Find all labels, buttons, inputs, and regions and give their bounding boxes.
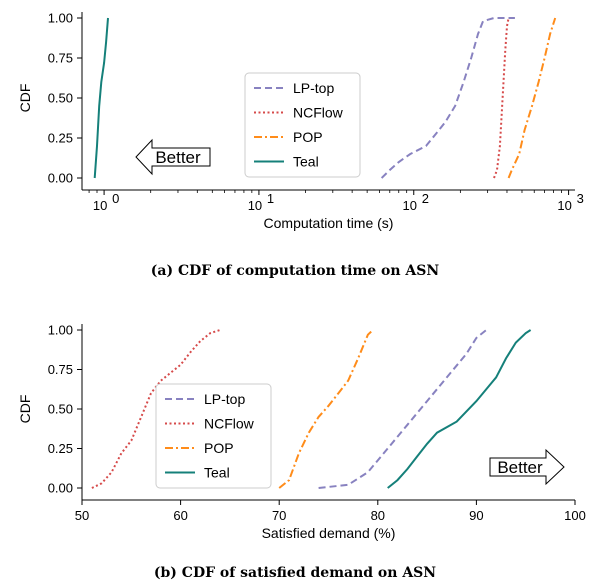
x-tick-label-exponent: 3 [577, 191, 584, 206]
chart-a: 0.00 0.25 0.50 0.75 1.00 10 0 10 1 10 2 10 3 Computat… [17, 11, 584, 280]
series-line-lp-top [318, 329, 487, 489]
figure-caption: (a) CDF of computation time on ASN [151, 263, 440, 279]
y-tick-label: 0.50 [48, 402, 73, 417]
y-axis-label: CDF [17, 395, 33, 424]
legend-label-ncflow: NCFlow [293, 105, 344, 121]
y-tick-label: 1.00 [48, 323, 73, 338]
x-tick-label: 60 [173, 508, 187, 523]
y-tick-label: 0.00 [48, 481, 73, 496]
series-line-teal [93, 17, 109, 179]
y-tick-label: 0.25 [48, 131, 73, 146]
series-line-pop [278, 329, 374, 489]
chart-b: 0.00 0.25 0.50 0.75 1.00 50 60 70 80 90 100 Satisfi… [17, 323, 586, 582]
x-tick-label: 80 [371, 508, 385, 523]
x-tick-label: 90 [469, 508, 483, 523]
x-tick-label-exponent: 2 [422, 191, 429, 206]
series-line-ncflow [493, 17, 510, 179]
better-label: Better [155, 148, 201, 167]
x-tick-label: 10 [403, 198, 417, 213]
x-tick-label-exponent: 0 [112, 191, 119, 206]
legend-label-teal: Teal [204, 465, 230, 481]
legend-label-lp-top: LP-top [204, 391, 245, 407]
legend-label-pop: POP [204, 440, 234, 456]
series-line-pop [507, 17, 557, 179]
better-arrow [489, 448, 565, 486]
legend-box [244, 72, 361, 178]
x-tick-label: 50 [75, 508, 89, 523]
legend-label-teal: Teal [293, 154, 319, 170]
legend-label-lp-top: LP-top [293, 80, 334, 96]
x-axis-label: Satisfied demand (%) [262, 525, 396, 541]
x-axis-label: Computation time (s) [264, 215, 394, 231]
figure-caption: (b) CDF of satisfied demand on ASN [154, 565, 436, 581]
series-line-lp-top [380, 17, 515, 179]
series-line-teal [387, 329, 532, 489]
x-tick-label: 70 [272, 508, 286, 523]
x-tick-label: 100 [564, 508, 586, 523]
x-tick-label: 10 [93, 198, 107, 213]
legend-box [155, 383, 272, 489]
better-arrow [135, 138, 211, 176]
legend-label-ncflow: NCFlow [204, 416, 255, 432]
y-tick-label: 0.50 [48, 91, 73, 106]
series-line-ncflow [91, 329, 221, 489]
x-tick-label-exponent: 1 [267, 191, 274, 206]
y-tick-label: 0.25 [48, 441, 73, 456]
legend-label-pop: POP [293, 129, 323, 145]
y-tick-label: 0.75 [48, 362, 73, 377]
y-tick-label: 1.00 [48, 11, 73, 26]
x-tick-label: 10 [248, 198, 262, 213]
y-axis-label: CDF [17, 84, 33, 113]
x-tick-label: 10 [557, 198, 571, 213]
better-label: Better [497, 458, 543, 477]
y-tick-label: 0.00 [48, 171, 73, 186]
y-tick-label: 0.75 [48, 51, 73, 66]
